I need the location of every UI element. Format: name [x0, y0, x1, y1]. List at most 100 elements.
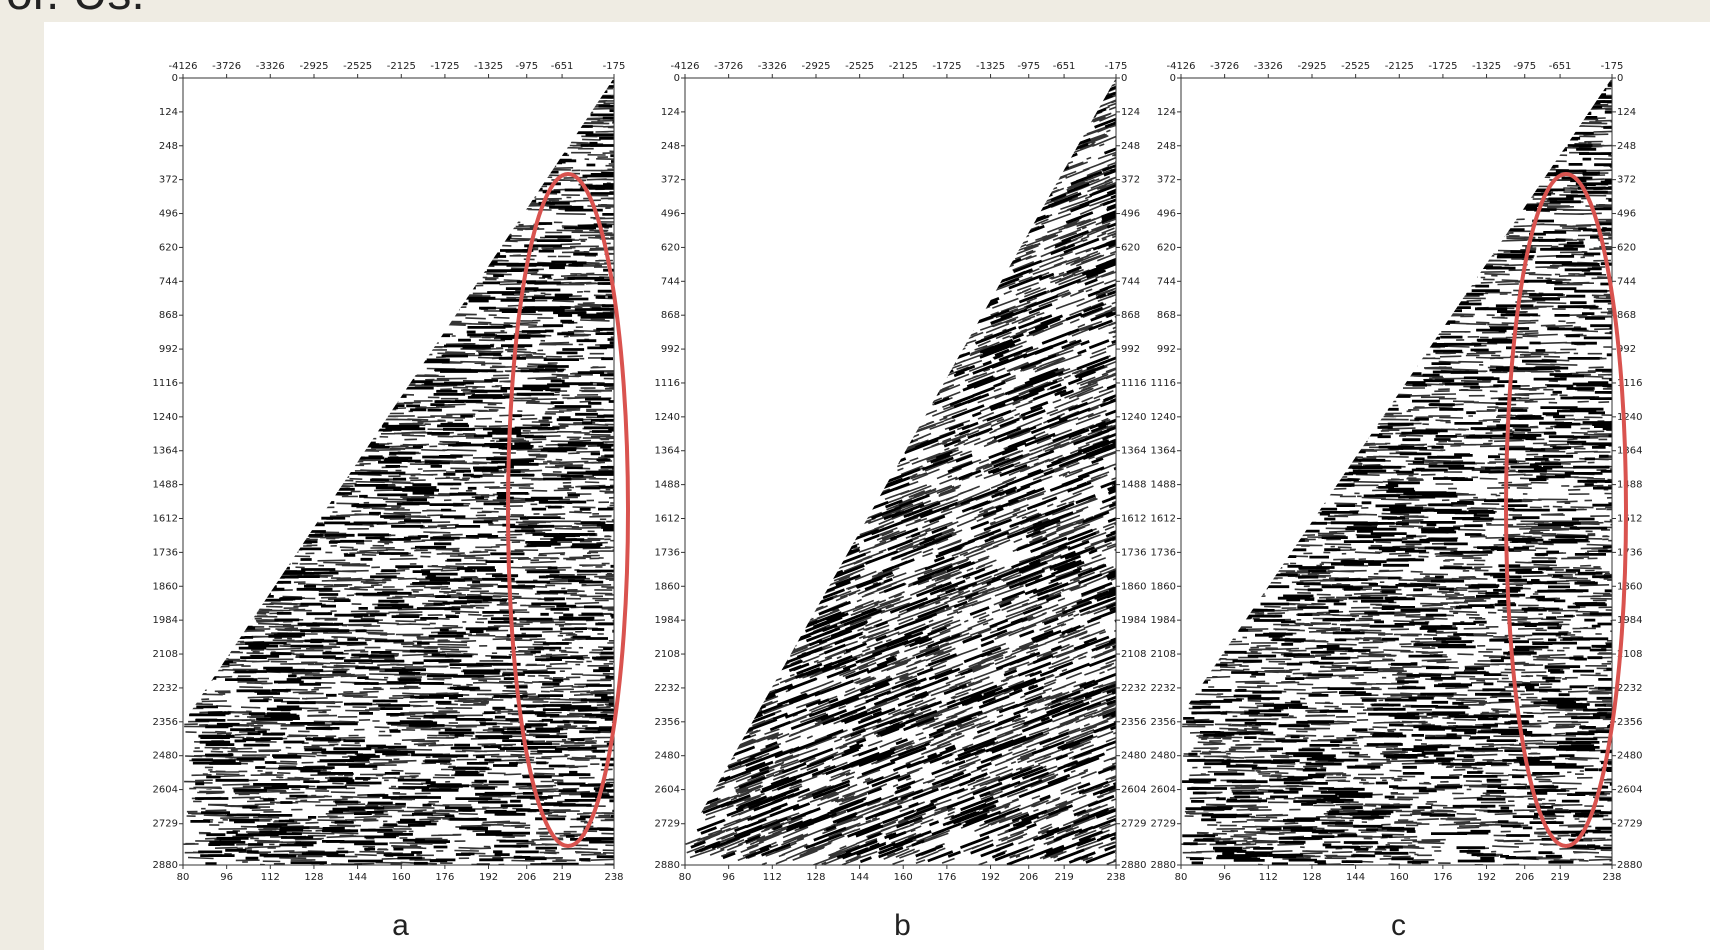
- slide-title: or. Us.: [6, 0, 145, 21]
- y-tick-label: 0: [1170, 73, 1176, 84]
- y-tick-label: 1116: [153, 378, 178, 389]
- y-tick-label-right: 0: [1617, 73, 1623, 84]
- y-tick-label: 496: [159, 209, 178, 220]
- y-tick-label: 2480: [153, 751, 178, 762]
- y-tick-label: 744: [661, 276, 680, 287]
- y-tick-label: 868: [159, 310, 178, 321]
- x-bottom-tick-label: 112: [1259, 872, 1278, 883]
- y-tick-label-right: 2356: [1121, 717, 1146, 728]
- y-tick-label: 620: [159, 242, 178, 253]
- y-tick-label-right: 2604: [1121, 785, 1146, 796]
- x-bottom-tick-label: 80: [1175, 872, 1188, 883]
- plot-frame: [1180, 77, 1613, 866]
- y-tick-label-right: 1240: [1617, 412, 1642, 423]
- seismic-traces-strong: [1181, 78, 1612, 865]
- x-bottom-tick-label: 96: [1218, 872, 1231, 883]
- x-top-tick-label: -3326: [1254, 61, 1283, 72]
- x-bottom-tick-label: 128: [304, 872, 323, 883]
- panel-caption: c: [1391, 909, 1406, 942]
- y-tick-label-right: 2108: [1121, 649, 1146, 660]
- y-tick-label: 372: [1157, 175, 1176, 186]
- y-tick-label: 248: [159, 141, 178, 152]
- x-bottom-tick-label: 112: [261, 872, 280, 883]
- y-tick-label-right: 124: [1121, 107, 1140, 118]
- x-bottom-tick-label: 219: [553, 872, 572, 883]
- y-tick-label: 1364: [1151, 446, 1176, 457]
- y-tick-label-right: 2356: [1617, 717, 1642, 728]
- seismic-image: [1181, 78, 1612, 865]
- highlight-ellipse: [1504, 172, 1628, 848]
- y-tick-label: 868: [1157, 310, 1176, 321]
- y-tick-label: 1364: [655, 446, 680, 457]
- x-bottom-tick-label: 144: [348, 872, 367, 883]
- x-bottom-tick-label: 176: [937, 872, 956, 883]
- x-top-tick-label: -3326: [256, 61, 285, 72]
- y-tick-label-right: 1860: [1121, 581, 1146, 592]
- x-bottom-tick-label: 206: [517, 872, 536, 883]
- x-top-tick-label: -975: [515, 61, 538, 72]
- y-tick-label: 124: [661, 107, 680, 118]
- y-tick-label: 2108: [153, 649, 178, 660]
- x-bottom-tick-label: 206: [1515, 872, 1534, 883]
- y-tick-label-right: 0: [1121, 73, 1127, 84]
- y-tick-label: 0: [674, 73, 680, 84]
- x-top-tick-label: -1325: [1472, 61, 1501, 72]
- x-bottom-tick-label: 238: [604, 872, 623, 883]
- y-tick-label: 1612: [1151, 514, 1176, 525]
- y-tick-label: 2480: [1151, 751, 1176, 762]
- x-top-tick-label: -175: [603, 61, 626, 72]
- x-top-tick-label: -2925: [1297, 61, 1326, 72]
- y-tick-label-right: 372: [1617, 175, 1636, 186]
- x-bottom-tick-label: 192: [1477, 872, 1496, 883]
- y-tick-label: 2604: [655, 785, 680, 796]
- panel-caption: a: [392, 909, 409, 942]
- y-tick-label: 2880: [1151, 860, 1176, 871]
- y-tick-label: 248: [661, 141, 680, 152]
- x-top-tick-label: -175: [1601, 61, 1624, 72]
- y-tick-label-right: 1860: [1617, 581, 1642, 592]
- x-top-tick-label: -1725: [1428, 61, 1457, 72]
- plot-frame: [684, 77, 1117, 866]
- y-tick-label: 2108: [1151, 649, 1176, 660]
- seismic-image: [685, 78, 1116, 865]
- plot-frame: [182, 77, 615, 866]
- y-tick-label: 1860: [1151, 581, 1176, 592]
- y-tick-label: 2232: [153, 683, 178, 694]
- y-tick-label-right: 1364: [1121, 446, 1146, 457]
- x-bottom-tick-label: 160: [392, 872, 411, 883]
- x-top-tick-label: -651: [1549, 61, 1572, 72]
- x-top-tick-label: -1725: [932, 61, 961, 72]
- y-tick-label: 1240: [153, 412, 178, 423]
- y-tick-label-right: 1116: [1121, 378, 1146, 389]
- x-top-tick-label: -2125: [1385, 61, 1414, 72]
- y-tick-label: 2604: [153, 785, 178, 796]
- y-tick-label: 2880: [153, 860, 178, 871]
- y-tick-label-right: 744: [1121, 276, 1140, 287]
- y-tick-label: 1116: [655, 378, 680, 389]
- x-top-tick-label: -2525: [1341, 61, 1370, 72]
- x-top-tick-label: -1325: [976, 61, 1005, 72]
- y-tick-label-right: 2880: [1617, 860, 1642, 871]
- y-tick-label: 1488: [655, 480, 680, 491]
- y-tick-label-right: 1612: [1617, 514, 1642, 525]
- y-tick-label: 124: [1157, 107, 1176, 118]
- y-tick-label-right: 1736: [1617, 547, 1642, 558]
- y-tick-label: 992: [1157, 344, 1176, 355]
- x-top-tick-label: -2525: [845, 61, 874, 72]
- x-top-tick-label: -1325: [474, 61, 503, 72]
- y-tick-label: 620: [661, 242, 680, 253]
- y-tick-label-right: 1984: [1617, 615, 1642, 626]
- y-tick-label-right: 1364: [1617, 446, 1642, 457]
- y-tick-label-right: 124: [1617, 107, 1636, 118]
- y-tick-label-right: 2880: [1121, 860, 1146, 871]
- y-tick-label-right: 620: [1121, 242, 1140, 253]
- y-tick-label: 372: [159, 175, 178, 186]
- y-tick-label: 1364: [153, 446, 178, 457]
- y-tick-label: 1488: [153, 480, 178, 491]
- y-tick-label-right: 372: [1121, 175, 1140, 186]
- y-tick-label: 2729: [655, 819, 680, 830]
- y-tick-label: 1488: [1151, 480, 1176, 491]
- x-top-tick-label: -4126: [168, 61, 197, 72]
- y-tick-label-right: 1116: [1617, 378, 1642, 389]
- y-tick-label-right: 1736: [1121, 547, 1146, 558]
